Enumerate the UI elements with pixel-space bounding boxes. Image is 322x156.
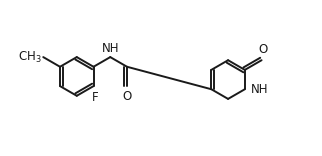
Text: O: O [259,44,268,56]
Text: F: F [92,91,99,104]
Text: NH: NH [101,42,119,55]
Text: CH$_3$: CH$_3$ [18,50,42,65]
Text: NH: NH [251,83,268,96]
Text: O: O [122,90,132,103]
